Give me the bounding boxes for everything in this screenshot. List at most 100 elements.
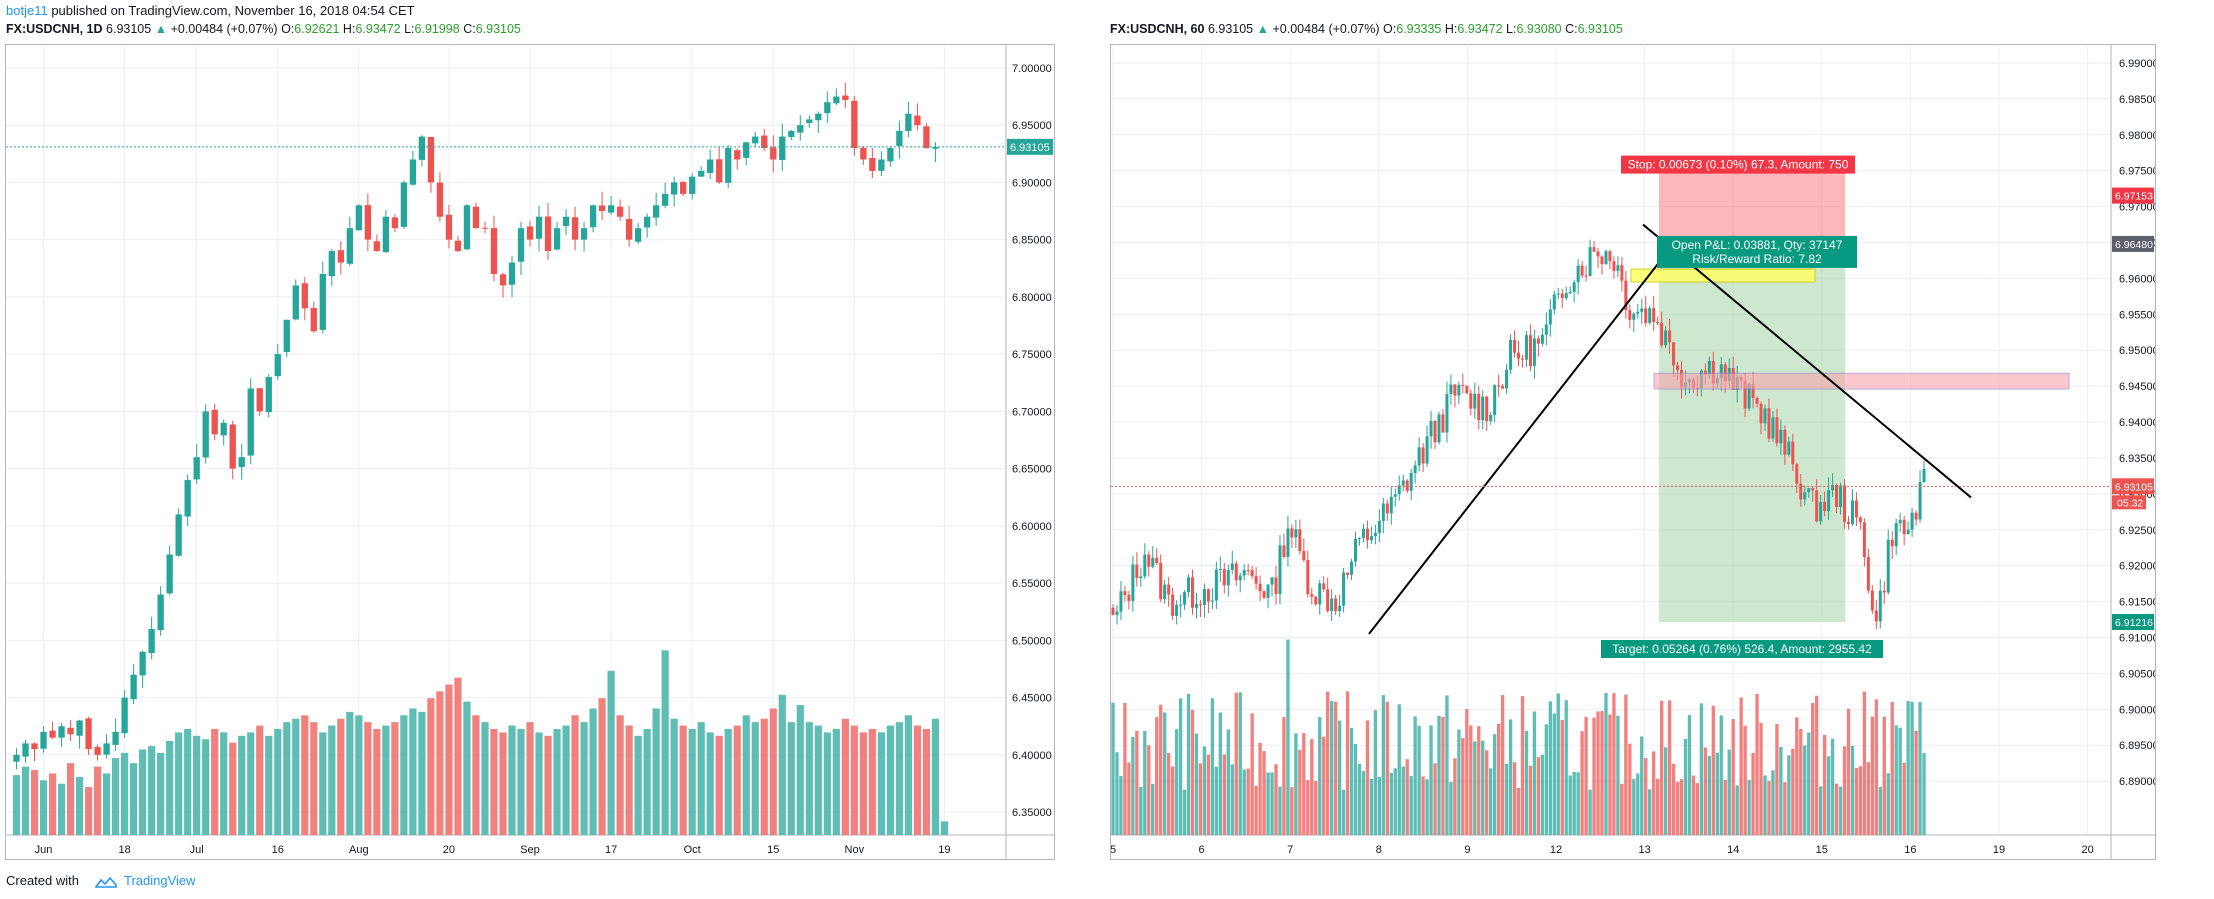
tradingview-link[interactable]: TradingView bbox=[124, 873, 196, 888]
candle-body bbox=[1202, 589, 1206, 605]
right-symbol[interactable]: FX:USDCNH, 60 bbox=[1110, 22, 1205, 36]
candle-body bbox=[1676, 365, 1680, 370]
candle-body bbox=[1167, 584, 1171, 595]
volume-bar bbox=[1878, 787, 1882, 835]
countdown-bg bbox=[2112, 495, 2146, 510]
right-open: 6.93335 bbox=[1396, 22, 1442, 36]
left-high: 6.93472 bbox=[355, 22, 401, 36]
target-price-tag: 6.91216 bbox=[2115, 617, 2153, 629]
left-symbol[interactable]: FX:USDCNH, 1D bbox=[6, 22, 103, 36]
candle-body bbox=[499, 274, 507, 286]
volume-bar bbox=[517, 728, 525, 835]
candle-body bbox=[1330, 598, 1334, 611]
candle-body bbox=[1210, 600, 1214, 602]
volume-bar bbox=[1441, 716, 1445, 835]
candle-body bbox=[1318, 583, 1322, 605]
volume-bar bbox=[1703, 747, 1708, 835]
pnl-label-line1: Open P&L: 0.03881, Qty: 37147 bbox=[1672, 238, 1843, 252]
volume-bar bbox=[706, 732, 714, 835]
volume-bar bbox=[48, 773, 57, 835]
volume-bar bbox=[1123, 702, 1127, 835]
volume-bar bbox=[1592, 717, 1596, 835]
x-tick-label: 15 bbox=[1816, 844, 1828, 856]
candle-body bbox=[1672, 342, 1676, 366]
volume-bar bbox=[12, 775, 21, 835]
volume-bar bbox=[1866, 762, 1871, 835]
candle-body bbox=[220, 422, 227, 436]
candle-body bbox=[914, 115, 921, 126]
volume-bar bbox=[1536, 757, 1541, 835]
stop-price-tag: 6.97153 bbox=[2115, 191, 2153, 203]
candle-body bbox=[1910, 512, 1914, 530]
left-close: 6.93105 bbox=[475, 22, 521, 36]
candle-body bbox=[103, 743, 110, 755]
candle-body bbox=[1743, 380, 1747, 409]
hourly-chart[interactable]: 6.990006.985006.980006.975006.970006.965… bbox=[1110, 44, 2156, 860]
author-link[interactable]: botje11 bbox=[6, 3, 48, 18]
candle-body bbox=[391, 217, 399, 229]
candle-body bbox=[328, 251, 335, 277]
candle-body bbox=[1628, 310, 1632, 320]
volume-bar bbox=[328, 725, 336, 835]
volume-bar bbox=[1735, 785, 1739, 835]
volume-bar bbox=[102, 773, 111, 835]
x-tick-label: 12 bbox=[1550, 844, 1562, 856]
volume-bar bbox=[1147, 745, 1151, 835]
candle-body bbox=[815, 113, 822, 121]
volume-bar bbox=[1496, 723, 1501, 835]
candle-body bbox=[1914, 512, 1918, 520]
candle-body bbox=[878, 159, 885, 171]
candle-body bbox=[1831, 485, 1835, 491]
candle-body bbox=[1509, 339, 1513, 370]
candle-body bbox=[1477, 393, 1481, 421]
candle-body bbox=[1918, 482, 1922, 520]
volume-bar bbox=[1723, 779, 1727, 835]
x-tick-label: 8 bbox=[1376, 844, 1382, 856]
volume-bar bbox=[508, 725, 516, 835]
candle-body bbox=[1314, 596, 1318, 605]
candle-body bbox=[184, 480, 191, 517]
volume-bar bbox=[661, 650, 669, 835]
volume-bar bbox=[580, 722, 588, 835]
volume-bar bbox=[787, 722, 795, 835]
volume-bar bbox=[436, 691, 444, 835]
daily-chart[interactable]: 7.00000 6.95000 6.90000 6.85000 6.80000 6.750… bbox=[5, 44, 1055, 860]
candle-body bbox=[445, 214, 453, 240]
volume-bar bbox=[1155, 717, 1159, 835]
volume-bar bbox=[1683, 738, 1688, 835]
volume-bar bbox=[1799, 729, 1803, 835]
candle-body bbox=[1222, 569, 1226, 586]
candle-body bbox=[1890, 539, 1894, 547]
candle-body bbox=[1465, 385, 1469, 394]
y-tick-label: 6.94500 bbox=[2119, 381, 2156, 393]
x-tick-label: Jun bbox=[35, 844, 53, 856]
x-tick-label: 20 bbox=[443, 844, 455, 856]
volume-bar bbox=[814, 725, 822, 835]
volume-bar bbox=[39, 780, 48, 835]
volume-bar bbox=[1898, 727, 1902, 835]
volume-bar bbox=[1337, 720, 1342, 835]
pnl-label-bg bbox=[1657, 235, 1857, 268]
volume-bar bbox=[184, 728, 192, 835]
candle-body bbox=[1194, 604, 1198, 608]
volume-bar bbox=[859, 732, 867, 835]
candle-body bbox=[833, 96, 840, 104]
candle-body bbox=[1564, 293, 1568, 299]
candle-body bbox=[869, 157, 876, 171]
volume-bar bbox=[1588, 789, 1592, 835]
volume-bar bbox=[1226, 729, 1230, 835]
volume-bar bbox=[1763, 775, 1767, 835]
volume-bar bbox=[400, 715, 408, 835]
candle-body bbox=[1580, 265, 1584, 276]
left-change: +0.00484 (+0.07%) bbox=[170, 22, 278, 36]
candle-body bbox=[1811, 488, 1815, 491]
stop-label: Stop: 0.00673 (0.10%) 67.3, Amount: 750 bbox=[1628, 158, 1849, 172]
volume-bar bbox=[211, 728, 219, 835]
candle-body bbox=[1588, 247, 1592, 276]
candle-body bbox=[1707, 360, 1711, 375]
y-tick-label: 6.98500 bbox=[2119, 94, 2156, 106]
volume-bar bbox=[1659, 700, 1664, 835]
volume-bar bbox=[715, 735, 723, 835]
target-label: Target: 0.05264 (0.76%) 526.4, Amount: 2… bbox=[1612, 642, 1872, 656]
candle-body bbox=[662, 193, 669, 206]
